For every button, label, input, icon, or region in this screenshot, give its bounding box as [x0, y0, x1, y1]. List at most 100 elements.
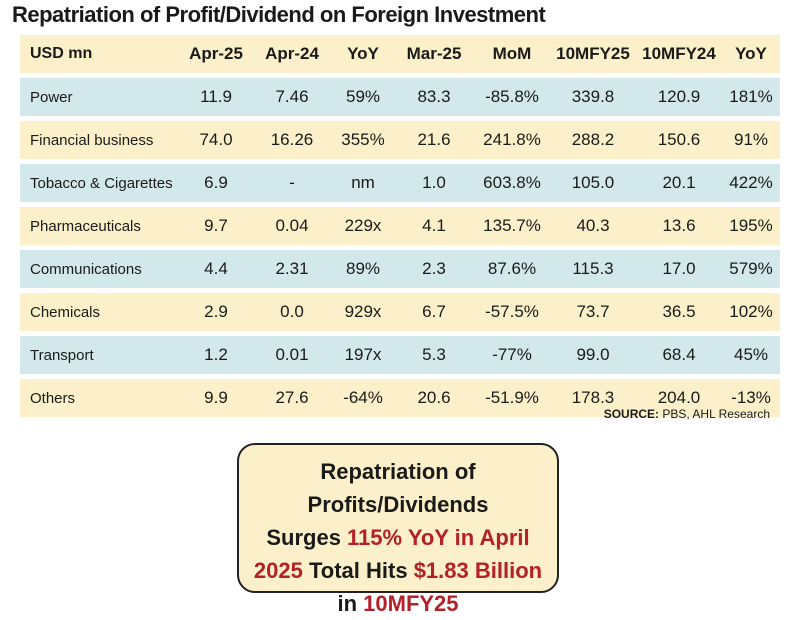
table-cell: 204.0 [636, 379, 722, 417]
table-row: Chemicals 2.9 0.0 929x 6.7 -57.5% 73.7 3… [20, 293, 780, 331]
headline-callout: Repatriation of Profits/Dividends Surges… [237, 443, 559, 616]
header-cell-10mfy24: 10MFY24 [636, 35, 722, 73]
table-cell: 20.1 [636, 164, 722, 202]
table-cell: 1.0 [394, 164, 474, 202]
table-cell: 45% [722, 336, 780, 374]
table-cell: 355% [332, 121, 394, 159]
table-cell: - [252, 164, 332, 202]
header-cell-apr24: Apr-24 [252, 35, 332, 73]
table-cell: 181% [722, 78, 780, 116]
table-cell: 87.6% [474, 250, 550, 288]
table-cell: Transport [20, 336, 180, 374]
table-cell: 1.2 [180, 336, 252, 374]
source-label: SOURCE: [603, 407, 660, 421]
table-cell: 115.3 [550, 250, 636, 288]
table-cell: 120.9 [636, 78, 722, 116]
table-cell: 178.3 [550, 379, 636, 417]
table-cell: 2.3 [394, 250, 474, 288]
table-cell: 6.7 [394, 293, 474, 331]
table-cell: 99.0 [550, 336, 636, 374]
table-cell: 74.0 [180, 121, 252, 159]
table-cell: 105.0 [550, 164, 636, 202]
header-cell-mom: MoM [474, 35, 550, 73]
callout-line-4: in 10MFY25 [239, 587, 557, 620]
table-cell: Power [20, 78, 180, 116]
table-cell: nm [332, 164, 394, 202]
callout-line-1: Repatriation of Profits/Dividends [239, 455, 557, 521]
table-cell: 89% [332, 250, 394, 288]
table-cell: 229x [332, 207, 394, 245]
table-cell: -77% [474, 336, 550, 374]
table-cell: 288.2 [550, 121, 636, 159]
table-cell: 20.6 [394, 379, 474, 417]
table-cell: -51.9% [474, 379, 550, 417]
table-cell: 195% [722, 207, 780, 245]
table-cell: 5.3 [394, 336, 474, 374]
callout-line-2: Surges 115% YoY in April [239, 521, 557, 554]
table-cell: 135.7% [474, 207, 550, 245]
table-cell: 0.01 [252, 336, 332, 374]
table-cell: 73.7 [550, 293, 636, 331]
table-cell: -64% [332, 379, 394, 417]
table-cell: 197x [332, 336, 394, 374]
table-row: Transport 1.2 0.01 197x 5.3 -77% 99.0 68… [20, 336, 780, 374]
table-cell: 9.9 [180, 379, 252, 417]
table-row: Financial business 74.0 16.26 355% 21.6 … [20, 121, 780, 159]
callout-text: Total Hits [302, 558, 414, 583]
table-cell: -13% [722, 379, 780, 417]
table-cell: 422% [722, 164, 780, 202]
table-cell: Chemicals [20, 293, 180, 331]
table-row: Tobacco & Cigarettes 6.9 - nm 1.0 603.8%… [20, 164, 780, 202]
table-cell: 0.0 [252, 293, 332, 331]
table-cell: 4.4 [180, 250, 252, 288]
table-header-row: USD mn Apr-25 Apr-24 YoY Mar-25 MoM 10MF… [20, 35, 780, 73]
table-cell: 83.3 [394, 78, 474, 116]
callout-highlight: 2025 [253, 558, 303, 583]
callout-highlight: 10MFY25 [363, 591, 459, 616]
table-cell: 0.04 [252, 207, 332, 245]
table-cell: 579% [722, 250, 780, 288]
table-cell: 2.31 [252, 250, 332, 288]
page-title: Repatriation of Profit/Dividend on Forei… [12, 2, 546, 27]
table-cell: Others [20, 379, 180, 417]
table-cell: 7.46 [252, 78, 332, 116]
header-cell-yoy: YoY [332, 35, 394, 73]
table-cell: 6.9 [180, 164, 252, 202]
table-row: Communications 4.4 2.31 89% 2.3 87.6% 11… [20, 250, 780, 288]
table-cell: 40.3 [550, 207, 636, 245]
source-note: SOURCE: PBS, AHL Research [604, 407, 770, 421]
table-cell: -57.5% [474, 293, 550, 331]
callout-text: Surges [266, 525, 348, 550]
table-cell: 603.8% [474, 164, 550, 202]
callout-highlight: 115% YoY in April [347, 525, 530, 550]
table-row: Others 9.9 27.6 -64% 20.6 -51.9% 178.3 2… [20, 379, 780, 417]
table-cell: Pharmaceuticals [20, 207, 180, 245]
header-cell-mar25: Mar-25 [394, 35, 474, 73]
table-cell: 2.9 [180, 293, 252, 331]
table-row: Pharmaceuticals 9.7 0.04 229x 4.1 135.7%… [20, 207, 780, 245]
table-cell: 13.6 [636, 207, 722, 245]
callout-line-3: 2025 Total Hits $1.83 Billion [239, 554, 557, 587]
table-cell: 16.26 [252, 121, 332, 159]
table-cell: 241.8% [474, 121, 550, 159]
table-cell: 102% [722, 293, 780, 331]
source-text: PBS, AHL Research [662, 407, 770, 421]
table-cell: 17.0 [636, 250, 722, 288]
table-cell: Financial business [20, 121, 180, 159]
table-cell: 929x [332, 293, 394, 331]
header-cell-10mfy25: 10MFY25 [550, 35, 636, 73]
table-cell: 339.8 [550, 78, 636, 116]
table-cell: 4.1 [394, 207, 474, 245]
callout-highlight: $1.83 Billion [413, 558, 543, 583]
table-cell: 68.4 [636, 336, 722, 374]
callout-text: in [337, 591, 364, 616]
data-table: USD mn Apr-25 Apr-24 YoY Mar-25 MoM 10MF… [20, 30, 780, 422]
table-cell: Tobacco & Cigarettes [20, 164, 180, 202]
table-cell: 9.7 [180, 207, 252, 245]
table-cell: 36.5 [636, 293, 722, 331]
table-cell: 21.6 [394, 121, 474, 159]
header-cell-apr25: Apr-25 [180, 35, 252, 73]
table-cell: 27.6 [252, 379, 332, 417]
header-cell-yoy-10m: YoY [722, 35, 780, 73]
table-cell: 59% [332, 78, 394, 116]
